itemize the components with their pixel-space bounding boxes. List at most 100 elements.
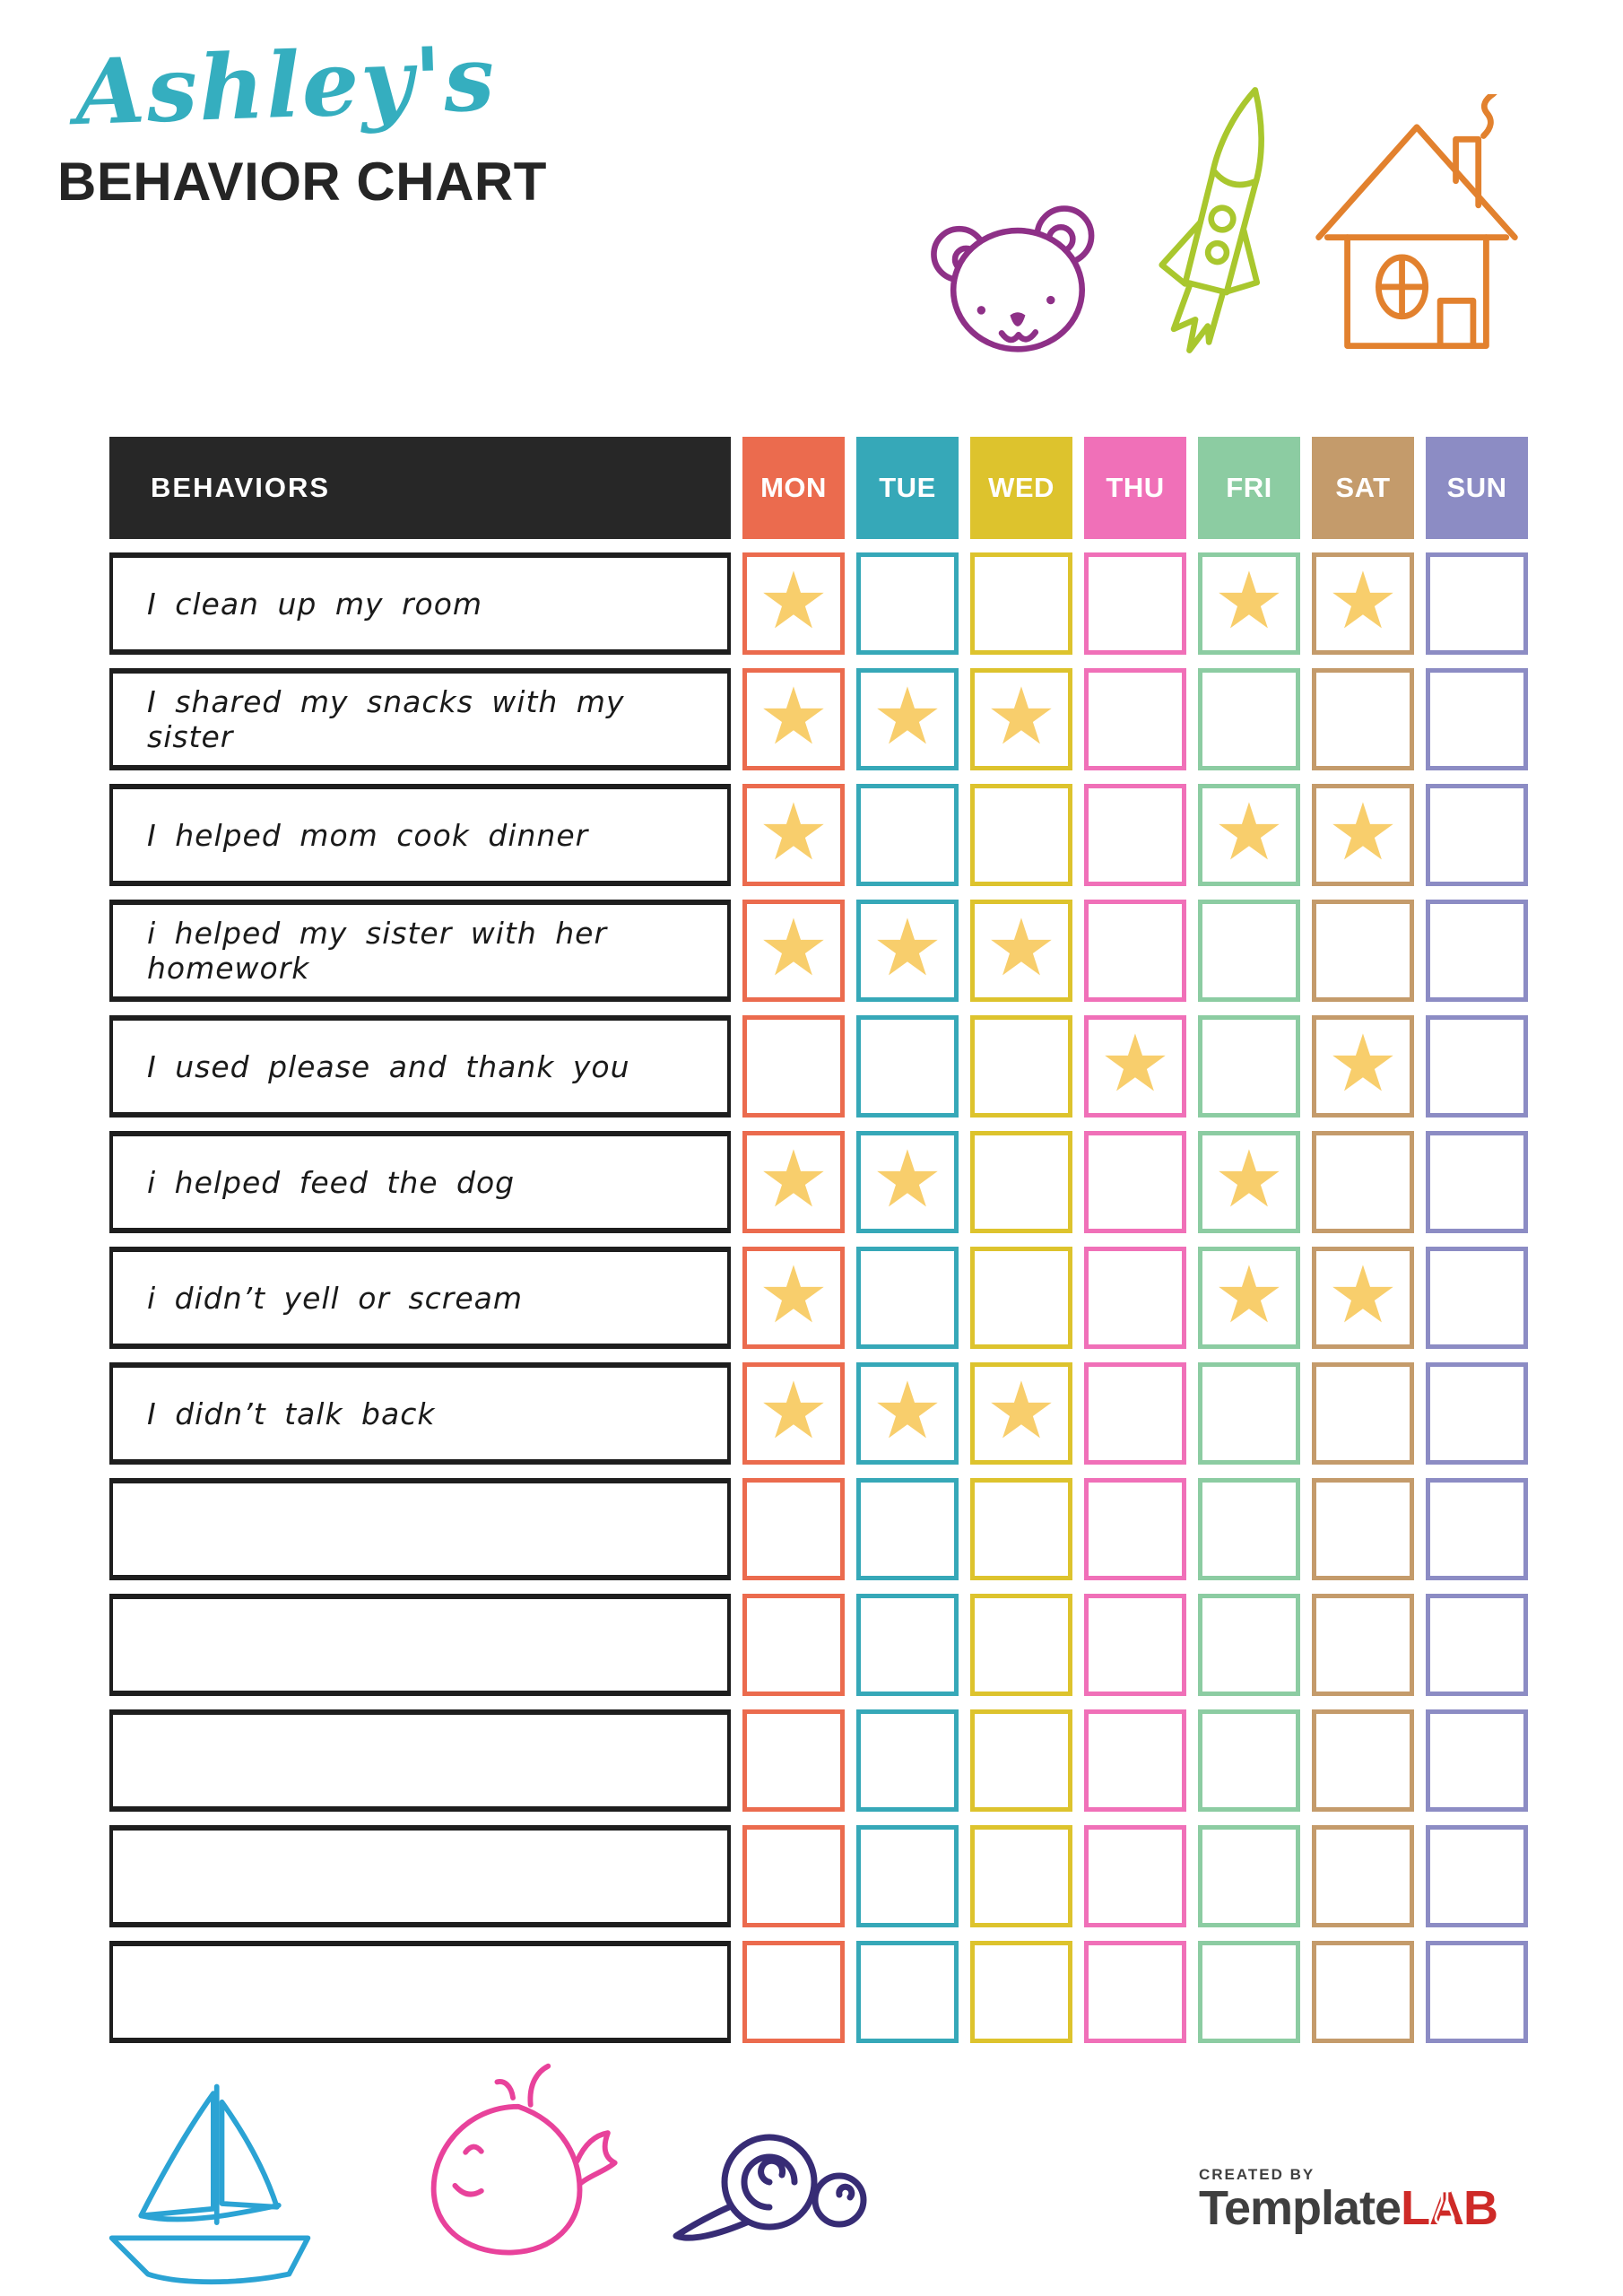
day-cell[interactable] — [1426, 552, 1528, 655]
day-cell[interactable] — [970, 1825, 1072, 1927]
day-cell[interactable] — [970, 784, 1072, 886]
day-cell[interactable] — [856, 1478, 959, 1580]
day-cell[interactable] — [1084, 668, 1186, 770]
day-cell[interactable] — [1084, 1594, 1186, 1696]
day-cell[interactable]: ★ — [856, 900, 959, 1002]
day-cell[interactable]: ★ — [1312, 784, 1414, 886]
day-cell[interactable] — [1426, 1709, 1528, 1812]
day-cell[interactable] — [1312, 1941, 1414, 2043]
day-cell[interactable]: ★ — [970, 1362, 1072, 1465]
table-row: i helped my sister with her homework ★ ★ ★ — [109, 900, 1528, 1002]
day-cell[interactable] — [1198, 1362, 1300, 1465]
day-cell[interactable] — [1312, 1362, 1414, 1465]
day-cell[interactable] — [856, 1015, 959, 1118]
star-icon: ★ — [1327, 786, 1399, 878]
day-cell[interactable]: ★ — [742, 1362, 845, 1465]
day-cell[interactable] — [856, 1941, 959, 2043]
day-cell[interactable] — [1426, 1247, 1528, 1349]
day-cell[interactable] — [1312, 1709, 1414, 1812]
day-cell[interactable] — [1084, 1362, 1186, 1465]
day-cell[interactable] — [1198, 1825, 1300, 1927]
day-cell[interactable] — [1198, 1478, 1300, 1580]
day-cell[interactable] — [970, 1015, 1072, 1118]
day-cell[interactable] — [1426, 1594, 1528, 1696]
day-cell[interactable] — [1312, 1478, 1414, 1580]
day-cell[interactable] — [1312, 900, 1414, 1002]
day-cell[interactable] — [1084, 900, 1186, 1002]
day-cell[interactable] — [856, 1247, 959, 1349]
day-cell[interactable] — [1084, 1941, 1186, 2043]
day-cell[interactable]: ★ — [1312, 1015, 1414, 1118]
day-cell[interactable] — [970, 1941, 1072, 2043]
day-cell[interactable] — [1084, 1247, 1186, 1349]
day-cell[interactable] — [970, 1478, 1072, 1580]
day-cell[interactable]: ★ — [856, 668, 959, 770]
day-cell[interactable] — [856, 552, 959, 655]
day-cell[interactable] — [1426, 1941, 1528, 2043]
star-icon: ★ — [1213, 786, 1285, 878]
day-cell[interactable] — [1426, 784, 1528, 886]
day-cell[interactable]: ★ — [970, 900, 1072, 1002]
day-cell[interactable] — [1426, 668, 1528, 770]
day-cell[interactable] — [970, 1709, 1072, 1812]
day-cell[interactable] — [1084, 1478, 1186, 1580]
day-cell[interactable] — [742, 1594, 845, 1696]
day-cell[interactable] — [1426, 1131, 1528, 1233]
day-cell[interactable] — [1084, 1709, 1186, 1812]
day-cell[interactable]: ★ — [742, 900, 845, 1002]
day-cell[interactable] — [1198, 1709, 1300, 1812]
day-cell[interactable] — [1426, 1362, 1528, 1465]
day-cell[interactable] — [1198, 1594, 1300, 1696]
day-cell[interactable]: ★ — [1198, 1131, 1300, 1233]
day-cell[interactable] — [856, 1825, 959, 1927]
day-cell[interactable] — [1426, 1478, 1528, 1580]
day-cell[interactable] — [1198, 668, 1300, 770]
flask-icon — [1434, 2189, 1455, 2225]
day-cell[interactable] — [742, 1478, 845, 1580]
day-cell[interactable]: ★ — [856, 1131, 959, 1233]
day-cell[interactable]: ★ — [1312, 552, 1414, 655]
day-cell[interactable]: ★ — [856, 1362, 959, 1465]
day-cell[interactable]: ★ — [1198, 552, 1300, 655]
day-cell[interactable] — [1084, 784, 1186, 886]
day-cell[interactable]: ★ — [1084, 1015, 1186, 1118]
day-cell[interactable]: ★ — [1312, 1247, 1414, 1349]
day-cell[interactable] — [1198, 1941, 1300, 2043]
day-cell[interactable] — [1312, 1825, 1414, 1927]
day-cell[interactable] — [856, 1594, 959, 1696]
day-cell[interactable] — [1084, 1825, 1186, 1927]
day-cell[interactable]: ★ — [742, 552, 845, 655]
day-cell[interactable] — [1198, 900, 1300, 1002]
day-cell[interactable]: ★ — [1198, 1247, 1300, 1349]
day-cell[interactable] — [1426, 1015, 1528, 1118]
table-rows: I clean up my room ★ ★ ★ I shared my snacks … — [109, 552, 1528, 2043]
created-by-label: CREATED BY — [1199, 2166, 1315, 2183]
day-cell[interactable] — [970, 1131, 1072, 1233]
day-cell[interactable] — [1426, 900, 1528, 1002]
day-cell[interactable] — [970, 1594, 1072, 1696]
day-cell[interactable] — [742, 1709, 845, 1812]
star-icon: ★ — [1327, 1017, 1399, 1109]
day-cell[interactable]: ★ — [742, 784, 845, 886]
star-icon: ★ — [1213, 554, 1285, 647]
day-cell[interactable] — [1312, 1594, 1414, 1696]
day-cell[interactable] — [742, 1825, 845, 1927]
day-cell[interactable]: ★ — [742, 1247, 845, 1349]
day-cell[interactable] — [970, 1247, 1072, 1349]
day-cell[interactable] — [1198, 1015, 1300, 1118]
day-cell[interactable]: ★ — [742, 1131, 845, 1233]
day-cell[interactable] — [970, 552, 1072, 655]
day-cell[interactable]: ★ — [970, 668, 1072, 770]
day-cell[interactable]: ★ — [1198, 784, 1300, 886]
day-cell[interactable] — [856, 1709, 959, 1812]
day-cell[interactable] — [1084, 1131, 1186, 1233]
day-cell[interactable] — [742, 1015, 845, 1118]
day-cell[interactable] — [742, 1941, 845, 2043]
day-cell[interactable] — [1312, 1131, 1414, 1233]
day-cell[interactable] — [856, 784, 959, 886]
day-cell[interactable] — [1426, 1825, 1528, 1927]
day-cell[interactable]: ★ — [742, 668, 845, 770]
brand-wordmark: TemplateLAB — [1199, 2184, 1531, 2232]
day-cell[interactable] — [1312, 668, 1414, 770]
day-cell[interactable] — [1084, 552, 1186, 655]
